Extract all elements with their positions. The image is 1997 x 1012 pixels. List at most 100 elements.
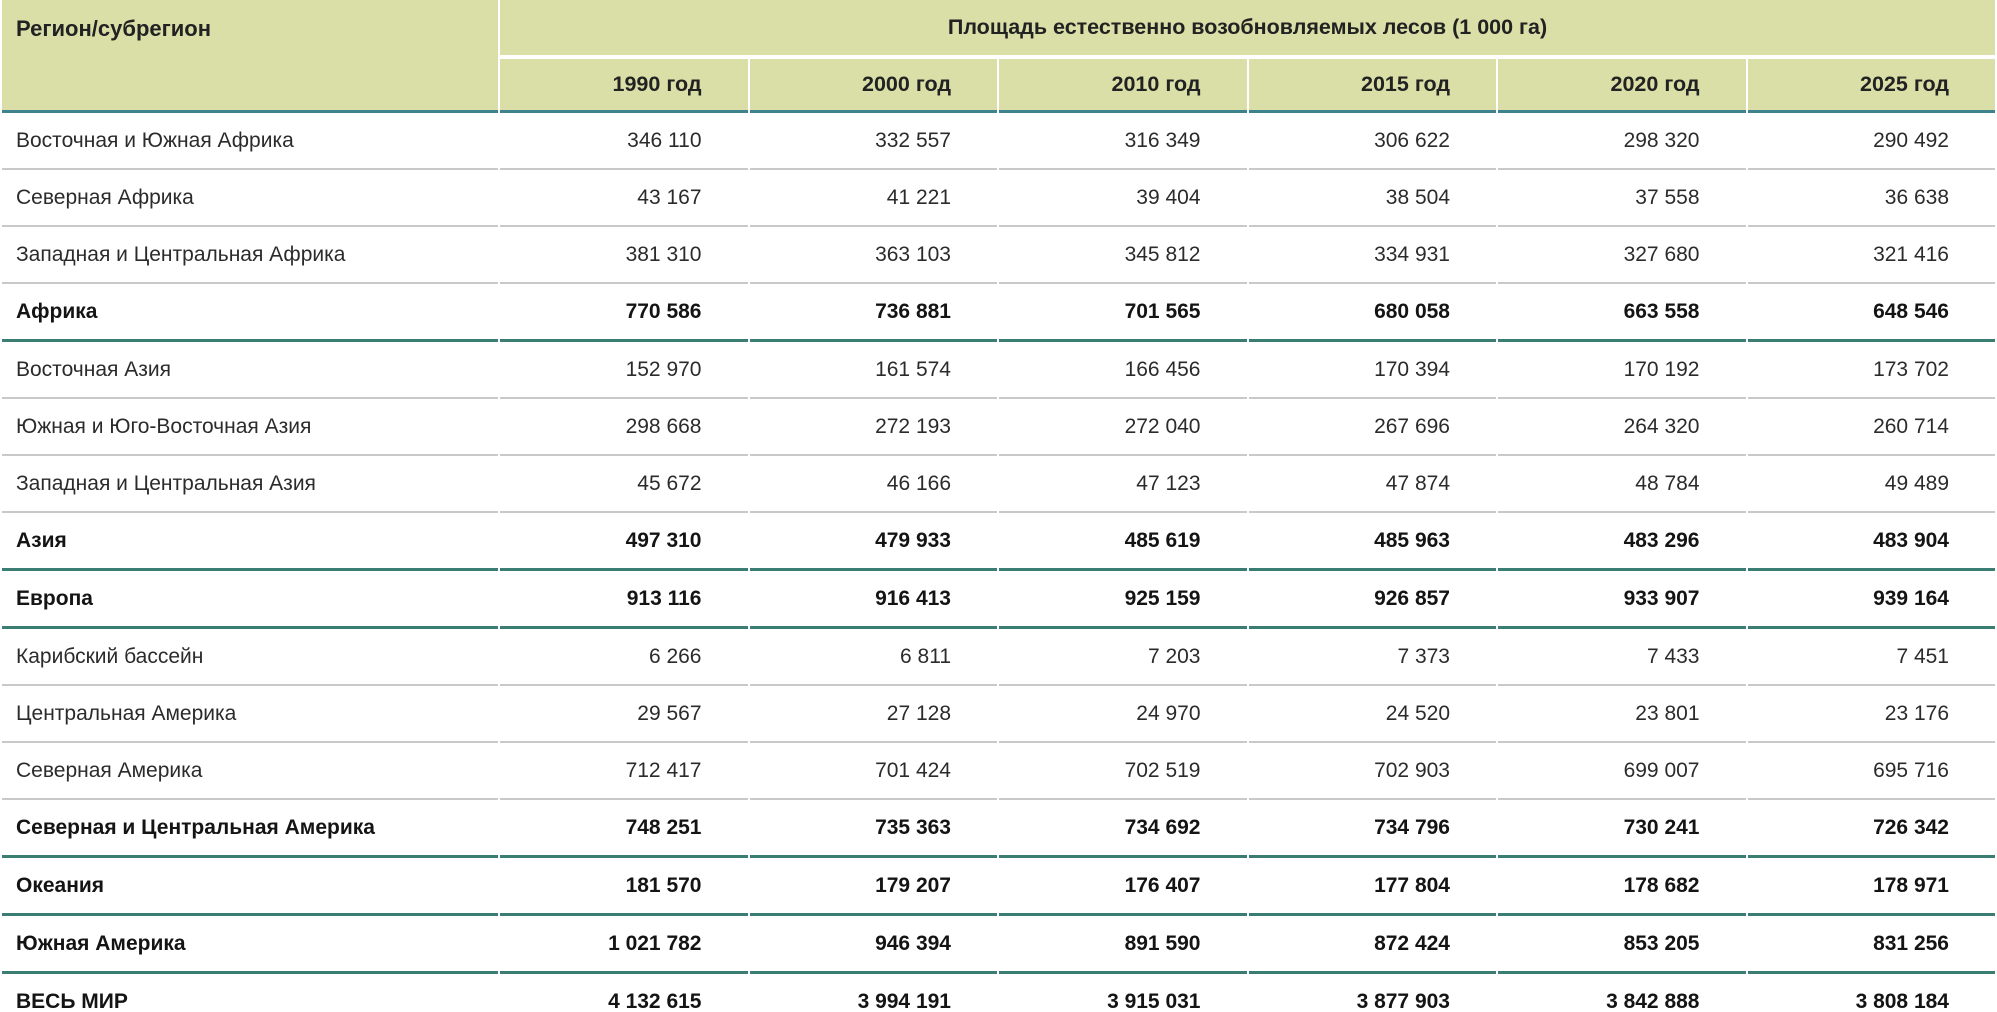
- value-cell: 926 857: [1248, 571, 1496, 629]
- table-row: Южная и Юго-Восточная Азия 298 668 272 193…: [2, 399, 1995, 456]
- value-cell: 37 558: [1498, 170, 1746, 227]
- value-cell: 483 296: [1498, 513, 1746, 571]
- table-header: Регион/субрегион Площадь естественно воз…: [2, 0, 1995, 113]
- value-cell: 479 933: [749, 513, 997, 571]
- value-cell: 648 546: [1747, 284, 1995, 342]
- value-cell: 334 931: [1248, 227, 1496, 284]
- group-header-forest-area: Площадь естественно возобновляемых лесов…: [500, 0, 1995, 59]
- value-cell: 939 164: [1747, 571, 1995, 629]
- value-cell: 23 176: [1747, 686, 1995, 743]
- value-cell: 913 116: [500, 571, 748, 629]
- region-name: Центральная Америка: [2, 686, 498, 743]
- value-cell: 36 638: [1747, 170, 1995, 227]
- value-cell: 363 103: [749, 227, 997, 284]
- table-row: Океания 181 570 179 207 176 407 177 804 178 6…: [2, 858, 1995, 916]
- header-row-group: Регион/субрегион Площадь естественно воз…: [2, 0, 1995, 113]
- value-cell: 178 682: [1498, 858, 1746, 916]
- value-cell: 701 565: [999, 284, 1247, 342]
- value-cell: 3 842 888: [1498, 974, 1746, 1012]
- value-cell: 39 404: [999, 170, 1247, 227]
- value-cell: 6 811: [749, 629, 997, 686]
- value-cell: 3 808 184: [1747, 974, 1995, 1012]
- value-cell: 332 557: [749, 113, 997, 170]
- column-header-year: 2000 год: [749, 59, 997, 113]
- value-cell: 27 128: [749, 686, 997, 743]
- value-cell: 177 804: [1248, 858, 1496, 916]
- value-cell: 916 413: [749, 571, 997, 629]
- table-row: Европа 913 116 916 413 925 159 926 857 933 90…: [2, 571, 1995, 629]
- value-cell: 47 123: [999, 456, 1247, 513]
- value-cell: 272 193: [749, 399, 997, 456]
- column-header-year: 2025 год: [1747, 59, 1995, 113]
- region-name: Северная и Центральная Америка: [2, 800, 498, 858]
- column-header-year: 2020 год: [1498, 59, 1746, 113]
- table-row: Азия 497 310 479 933 485 619 485 963 483 296 4…: [2, 513, 1995, 571]
- value-cell: 872 424: [1248, 916, 1496, 974]
- value-cell: 316 349: [999, 113, 1247, 170]
- value-cell: 161 574: [749, 342, 997, 399]
- region-name: Западная и Центральная Африка: [2, 227, 498, 284]
- region-name: Восточная и Южная Африка: [2, 113, 498, 170]
- value-cell: 734 796: [1248, 800, 1496, 858]
- value-cell: 173 702: [1747, 342, 1995, 399]
- table-row: Центральная Америка 29 567 27 128 24 970 24 …: [2, 686, 1995, 743]
- value-cell: 483 904: [1747, 513, 1995, 571]
- value-cell: 712 417: [500, 743, 748, 800]
- value-cell: 179 207: [749, 858, 997, 916]
- value-cell: 485 963: [1248, 513, 1496, 571]
- value-cell: 43 167: [500, 170, 748, 227]
- table-row: ВЕСЬ МИР 4 132 615 3 994 191 3 915 031 3 877…: [2, 974, 1995, 1012]
- region-name: Азия: [2, 513, 498, 571]
- value-cell: 770 586: [500, 284, 748, 342]
- value-cell: 680 058: [1248, 284, 1496, 342]
- value-cell: 267 696: [1248, 399, 1496, 456]
- value-cell: 38 504: [1248, 170, 1496, 227]
- table-row: Восточная Азия 152 970 161 574 166 456 170 3…: [2, 342, 1995, 399]
- value-cell: 45 672: [500, 456, 748, 513]
- region-name: Европа: [2, 571, 498, 629]
- value-cell: 176 407: [999, 858, 1247, 916]
- value-cell: 7 433: [1498, 629, 1746, 686]
- value-cell: 497 310: [500, 513, 748, 571]
- value-cell: 933 907: [1498, 571, 1746, 629]
- value-cell: 298 320: [1498, 113, 1746, 170]
- table-row: Карибский бассейн 6 266 6 811 7 203 7 373 7 4…: [2, 629, 1995, 686]
- column-header-year: 1990 год: [500, 59, 748, 113]
- value-cell: 290 492: [1747, 113, 1995, 170]
- corner-header-region: Регион/субрегион: [2, 0, 498, 113]
- region-name: Западная и Центральная Азия: [2, 456, 498, 513]
- table-row: Восточная и Южная Африка 346 110 332 557 31…: [2, 113, 1995, 170]
- region-name: Южная Америка: [2, 916, 498, 974]
- value-cell: 264 320: [1498, 399, 1746, 456]
- value-cell: 736 881: [749, 284, 997, 342]
- value-cell: 701 424: [749, 743, 997, 800]
- value-cell: 181 570: [500, 858, 748, 916]
- value-cell: 925 159: [999, 571, 1247, 629]
- value-cell: 663 558: [1498, 284, 1746, 342]
- value-cell: 306 622: [1248, 113, 1496, 170]
- value-cell: 1 021 782: [500, 916, 748, 974]
- region-name: ВЕСЬ МИР: [2, 974, 498, 1012]
- value-cell: 702 519: [999, 743, 1247, 800]
- value-cell: 3 994 191: [749, 974, 997, 1012]
- value-cell: 49 489: [1747, 456, 1995, 513]
- header-row-years: 1990 год 2000 год 2010 год 2015 год 2020…: [2, 59, 1995, 113]
- value-cell: 48 784: [1498, 456, 1746, 513]
- value-cell: 3 915 031: [999, 974, 1247, 1012]
- value-cell: 346 110: [500, 113, 748, 170]
- value-cell: 3 877 903: [1248, 974, 1496, 1012]
- value-cell: 726 342: [1747, 800, 1995, 858]
- value-cell: 7 451: [1747, 629, 1995, 686]
- value-cell: 23 801: [1498, 686, 1746, 743]
- value-cell: 152 970: [500, 342, 748, 399]
- column-header-year: 2010 год: [999, 59, 1247, 113]
- region-name: Восточная Азия: [2, 342, 498, 399]
- value-cell: 4 132 615: [500, 974, 748, 1012]
- value-cell: 24 970: [999, 686, 1247, 743]
- value-cell: 891 590: [999, 916, 1247, 974]
- table-row: Северная Америка 712 417 701 424 702 519 702…: [2, 743, 1995, 800]
- table-row: Северная и Центральная Америка 748 251 735…: [2, 800, 1995, 858]
- value-cell: 748 251: [500, 800, 748, 858]
- value-cell: 298 668: [500, 399, 748, 456]
